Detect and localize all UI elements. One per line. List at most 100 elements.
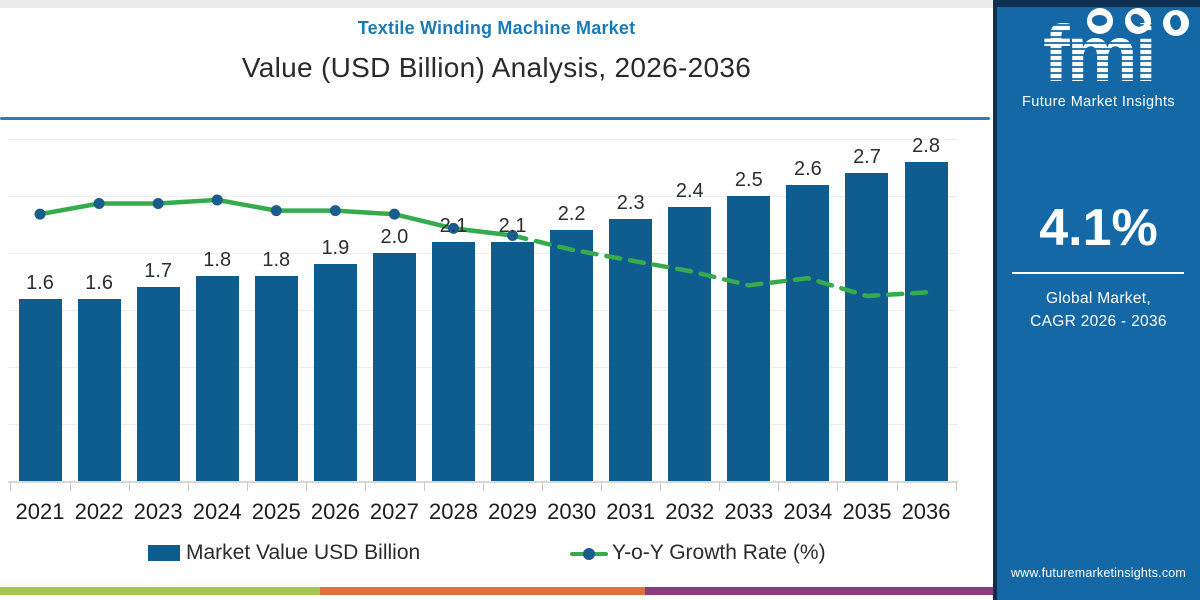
bar-value-label: 2.7 <box>853 146 881 169</box>
bar-value-label: 2.3 <box>616 191 645 214</box>
x-axis-tick <box>483 482 485 491</box>
sidebar-top-accent <box>997 0 1200 7</box>
x-axis-label-2022: 2022 <box>74 499 124 524</box>
growth-marker <box>329 205 341 217</box>
x-axis-tick <box>778 482 780 491</box>
bar-value-label: 2.0 <box>380 226 409 248</box>
bar-2031 <box>609 218 653 481</box>
x-axis-label-2024: 2024 <box>192 499 242 524</box>
page-title: Textile Winding Machine Market <box>357 18 636 38</box>
x-axis-tick <box>955 482 957 491</box>
growth-marker <box>34 208 46 220</box>
x-axis-label-2032: 2032 <box>665 499 715 524</box>
x-axis-tick <box>896 482 898 491</box>
page-subtitle: Value (USD Billion) Analysis, 2026-2036 <box>241 52 752 83</box>
bar-2030 <box>550 230 594 481</box>
cagr-label-line2: CAGR 2026 - 2036 <box>1030 313 1167 330</box>
globe-map-icon <box>1163 10 1189 36</box>
legend-item-market-value: Market Value USD Billion <box>148 541 420 565</box>
bar-2025 <box>254 275 298 481</box>
x-axis-tick <box>305 482 307 491</box>
combo-chart: 2021 2022 2023 2024 2025 2026 2027 2028 2029 2030… <box>8 134 958 524</box>
cagr-divider <box>1012 272 1184 274</box>
chart-gridline <box>8 367 958 368</box>
x-axis-tick <box>423 482 425 491</box>
x-axis-label-2034: 2034 <box>783 499 833 524</box>
bar-value-label: 2.8 <box>912 134 940 157</box>
bar-value-label: 1.7 <box>144 260 173 283</box>
x-axis-label-2028: 2028 <box>429 499 478 524</box>
bar-value-label: 1.9 <box>321 237 350 260</box>
x-axis-label-2027: 2027 <box>369 499 419 524</box>
x-axis-label-2021: 2021 <box>15 499 65 524</box>
x-axis-label-2030: 2030 <box>547 499 597 524</box>
bar-value-label: 2.2 <box>557 203 586 226</box>
bar-value-label: 2.5 <box>734 169 763 191</box>
bar-2027 <box>372 253 416 481</box>
fmi-logo-subtext: Future Market Insights <box>1021 94 1176 110</box>
x-axis-tick <box>660 482 662 491</box>
bar-value-label: 2.1 <box>439 214 468 237</box>
bar-2032 <box>668 207 712 481</box>
bar-value-label: 2.1 <box>498 214 527 237</box>
bar-2034 <box>786 184 830 481</box>
x-axis-line <box>8 481 958 483</box>
bar-value-label: 1.6 <box>26 271 54 294</box>
footer-strip-orange <box>320 587 645 595</box>
cagr-value: 4.1% <box>1039 199 1158 257</box>
growth-marker <box>388 208 400 220</box>
x-axis-tick <box>364 482 366 491</box>
x-axis-tick <box>10 482 12 491</box>
bar-2033 <box>727 196 771 481</box>
growth-marker <box>270 205 282 217</box>
x-axis-label-2025: 2025 <box>251 499 301 524</box>
x-axis-tick <box>187 482 189 491</box>
legend-label-growth-rate: Y-o-Y Growth Rate (%) <box>612 541 826 564</box>
growth-marker <box>152 198 164 209</box>
x-axis-label-2031: 2031 <box>606 499 656 524</box>
footer-strip-green <box>0 587 320 595</box>
x-axis-label-2023: 2023 <box>133 499 183 524</box>
chart-gridline <box>8 253 958 254</box>
chart-gridline <box>8 139 958 140</box>
line-series-marker <box>570 545 608 561</box>
bar-value-label: 1.8 <box>262 248 291 271</box>
bar-value-label: 1.6 <box>85 271 113 294</box>
x-axis-tick <box>246 482 248 491</box>
x-axis-label-2033: 2033 <box>724 499 774 524</box>
legend-label-market-value: Market Value USD Billion <box>186 541 421 564</box>
header-divider <box>0 117 990 120</box>
x-axis-label-2029: 2029 <box>488 499 538 524</box>
bar-value-label: 2.4 <box>675 180 704 203</box>
x-axis-tick <box>542 482 544 491</box>
fmi-logo: fmi <box>997 14 1200 94</box>
bar-2029 <box>491 241 535 481</box>
x-axis-tick <box>719 482 721 491</box>
x-axis-label-2035: 2035 <box>842 499 892 524</box>
footer-strip-purple <box>645 587 993 595</box>
bar-2023 <box>136 287 180 481</box>
bar-2021 <box>18 298 62 481</box>
brand-sidebar: fmi Future Market Insights 4.1% Global M… <box>993 0 1200 600</box>
x-axis-label-2036: 2036 <box>901 499 951 524</box>
bar-value-label: 2.6 <box>794 157 822 180</box>
chart-gridline <box>8 310 958 311</box>
growth-marker <box>93 198 105 209</box>
legend-item-growth-rate: Y-o-Y Growth Rate (%) <box>570 541 826 565</box>
x-axis-tick <box>837 482 839 491</box>
x-axis-tick <box>128 482 130 491</box>
bar-2024 <box>195 275 239 481</box>
cagr-label-line1: Global Market, <box>1046 290 1151 307</box>
chart-gridline <box>8 196 958 197</box>
bar-2035 <box>845 173 889 481</box>
bar-value-label: 1.8 <box>203 248 232 271</box>
x-axis-label-2026: 2026 <box>310 499 360 524</box>
bar-2036 <box>904 161 948 481</box>
bar-series-swatch <box>148 545 180 561</box>
bar-2028 <box>431 241 475 481</box>
website-url: www.futuremarketinsights.com <box>1010 566 1187 580</box>
bar-2022 <box>77 298 121 481</box>
x-axis-tick <box>69 482 71 491</box>
bar-2026 <box>313 264 357 481</box>
